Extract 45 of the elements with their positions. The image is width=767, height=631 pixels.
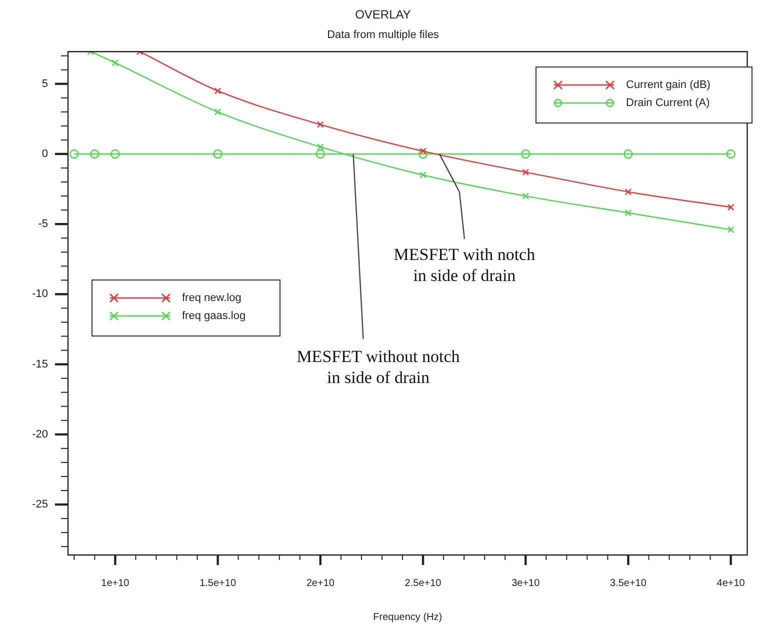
point: [420, 148, 426, 155]
chart-title: OVERLAY: [355, 8, 411, 22]
y-tick-label: -20: [32, 428, 48, 440]
point: [213, 149, 222, 159]
point: [214, 108, 222, 116]
point: [726, 149, 736, 159]
point: [112, 59, 119, 66]
y-tick-label: 0: [42, 148, 48, 160]
point: [110, 149, 120, 159]
x-tick-label: 2e+10: [306, 578, 335, 589]
annotation: MESFET with notch in side of drain: [394, 244, 536, 285]
point: [624, 209, 632, 216]
point: [214, 87, 222, 94]
y-tick-label: -10: [32, 288, 48, 300]
x-tick-label: 1e+10: [101, 578, 130, 589]
x-tick-label: 3e+10: [512, 578, 540, 589]
x-tick-label: 3.5e+10: [610, 578, 647, 589]
x-tick-label: 2.5e+10: [404, 578, 442, 589]
point: [316, 121, 324, 128]
legend-label: Drain Current (A): [626, 97, 710, 110]
point: [727, 204, 734, 211]
point: [727, 226, 734, 234]
x-axis-title: Frequency (Hz): [373, 612, 442, 623]
point: [521, 149, 530, 159]
point: [90, 149, 100, 159]
point: [624, 188, 632, 196]
point: [522, 192, 530, 200]
point: [418, 149, 428, 159]
point: [522, 168, 530, 176]
chart-subtitle: Data from multiple files: [327, 29, 440, 42]
point: [316, 144, 324, 150]
legend-label: freq gaas.log: [182, 310, 246, 322]
annotation: Current gain (dB): [626, 79, 710, 92]
point: [70, 149, 79, 159]
legend-label: freq new.log: [182, 292, 242, 304]
y-tick-label: -25: [32, 498, 48, 511]
y-tick-label: -15: [32, 358, 48, 370]
point: [420, 172, 426, 178]
y-tick-label: 5: [42, 78, 48, 90]
point: [316, 149, 326, 159]
annotation: MESFET without notch in side of drain: [296, 346, 460, 387]
x-tick-label: 1.5e+10: [200, 578, 236, 589]
point: [624, 149, 633, 159]
y-tick-label: -5: [38, 218, 48, 230]
x-tick-label: 4e+10: [716, 578, 746, 589]
